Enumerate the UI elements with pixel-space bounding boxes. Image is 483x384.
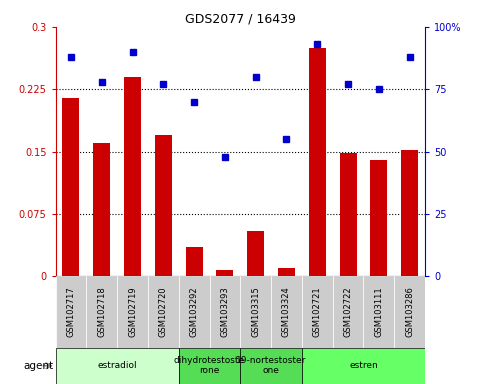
Bar	[309, 48, 326, 276]
Text: 19-nortestoster
one: 19-nortestoster one	[236, 356, 306, 376]
Bar	[148, 276, 179, 348]
Text: GSM102721: GSM102721	[313, 287, 322, 337]
Bar	[333, 276, 364, 348]
Bar	[86, 276, 117, 348]
Text: estradiol: estradiol	[97, 361, 137, 370]
Bar	[302, 348, 425, 384]
Bar	[179, 276, 210, 348]
Text: GSM102722: GSM102722	[343, 287, 353, 337]
Bar	[155, 135, 172, 276]
Bar	[340, 153, 356, 276]
Bar	[62, 98, 79, 276]
Text: GSM102720: GSM102720	[159, 287, 168, 337]
Bar	[93, 143, 110, 276]
Bar	[370, 160, 387, 276]
Bar	[179, 348, 240, 384]
Text: GSM103292: GSM103292	[190, 287, 199, 337]
Bar	[216, 270, 233, 276]
Bar	[185, 247, 202, 276]
Text: GSM103315: GSM103315	[251, 286, 260, 338]
Bar	[278, 268, 295, 276]
Text: agent: agent	[23, 361, 53, 371]
Bar	[271, 276, 302, 348]
Bar	[394, 276, 425, 348]
Text: dihydrotestoste
rone: dihydrotestoste rone	[174, 356, 245, 376]
Text: GSM102717: GSM102717	[67, 286, 75, 338]
Text: GSM102718: GSM102718	[97, 286, 106, 338]
Bar	[247, 231, 264, 276]
Bar	[240, 276, 271, 348]
Bar	[241, 348, 302, 384]
Text: GSM103293: GSM103293	[220, 286, 229, 338]
Bar	[56, 348, 179, 384]
Bar	[302, 276, 333, 348]
Text: GSM103111: GSM103111	[374, 287, 384, 337]
Text: GSM103324: GSM103324	[282, 286, 291, 338]
Title: GDS2077 / 16439: GDS2077 / 16439	[185, 13, 296, 26]
Bar	[364, 276, 394, 348]
Bar	[124, 77, 141, 276]
Bar	[210, 276, 240, 348]
Text: estren: estren	[349, 361, 378, 370]
Bar	[56, 276, 86, 348]
Text: GSM102719: GSM102719	[128, 287, 137, 337]
Bar	[401, 150, 418, 276]
Text: GSM103286: GSM103286	[405, 286, 414, 338]
Bar	[117, 276, 148, 348]
